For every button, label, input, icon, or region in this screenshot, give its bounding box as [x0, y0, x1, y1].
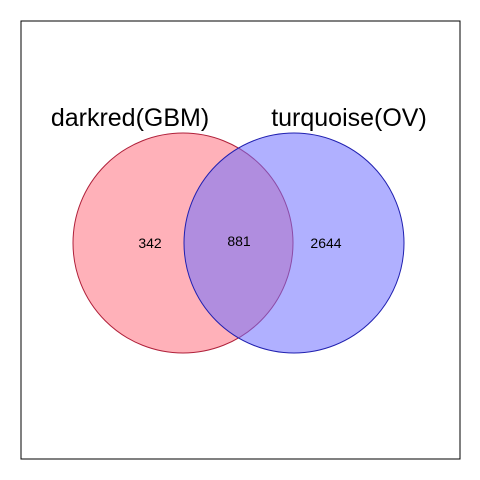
set-circle-ov: [183, 132, 405, 354]
set-label-gbm: darkred(GBM): [51, 104, 209, 132]
count-gbm-only: 342: [138, 235, 162, 251]
count-ov-only: 2644: [310, 235, 341, 251]
set-label-ov: turquoise(OV): [271, 104, 427, 132]
plot-frame: [20, 20, 461, 460]
count-overlap: 881: [227, 233, 251, 249]
